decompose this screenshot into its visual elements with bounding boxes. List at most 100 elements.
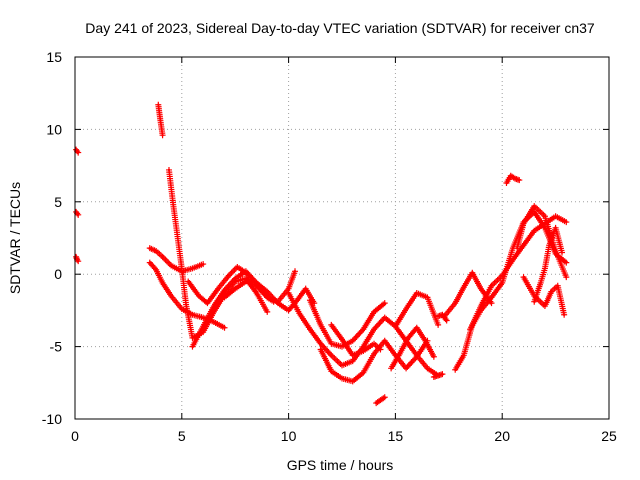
data-point: [212, 304, 216, 308]
data-point: [244, 280, 248, 283]
data-point: [295, 299, 299, 302]
data-point: [351, 354, 354, 357]
data-point: [533, 204, 536, 208]
x-axis-label: GPS time / hours: [287, 457, 394, 473]
plot-data: [73, 101, 570, 407]
data-point: [389, 367, 393, 370]
data-point: [522, 244, 525, 247]
data-point: [436, 314, 440, 318]
data-point: [340, 338, 344, 341]
data-point: [424, 339, 427, 343]
data-point: [351, 380, 354, 383]
data-point: [562, 313, 566, 316]
data-point: [454, 301, 457, 305]
data-point: [441, 372, 444, 376]
data-point: [223, 288, 226, 292]
data-point: [223, 296, 226, 299]
data-point: [180, 267, 183, 270]
data-point: [426, 367, 429, 370]
data-point: [169, 294, 173, 298]
data-point: [287, 309, 290, 312]
data-point: [161, 133, 164, 137]
data-point: [351, 359, 354, 363]
data-point: [212, 320, 216, 324]
data-point: [176, 235, 179, 238]
data-point: [255, 281, 258, 285]
data-point: [340, 377, 344, 380]
data-point: [184, 303, 188, 306]
data-point: [443, 314, 446, 318]
data-point: [383, 339, 386, 343]
data-point: [554, 226, 557, 230]
data-point: [490, 284, 493, 287]
series-segment-18: [430, 371, 446, 381]
y-tick-label: -10: [42, 411, 62, 427]
data-point: [407, 336, 410, 340]
data-point: [340, 364, 344, 367]
data-point: [372, 328, 376, 331]
series-trace: [441, 269, 495, 320]
data-point: [509, 174, 512, 177]
data-point: [543, 304, 547, 308]
data-point: [550, 290, 553, 293]
data-point: [554, 249, 557, 253]
data-point: [560, 251, 564, 254]
series-trace: [221, 278, 318, 314]
data-point: [148, 261, 151, 264]
data-point: [330, 342, 333, 345]
series-segment-2: [73, 208, 82, 218]
data-point: [169, 264, 173, 267]
data-point: [148, 246, 151, 250]
data-point: [236, 265, 239, 269]
data-point: [172, 203, 175, 206]
series-segment-4: [146, 245, 207, 275]
data-point: [471, 271, 474, 274]
data-point: [383, 316, 386, 319]
data-point: [191, 313, 194, 316]
data-point: [351, 339, 354, 343]
data-point: [432, 375, 436, 379]
series-segment-15: [373, 394, 388, 407]
data-point: [154, 268, 158, 272]
data-point: [436, 323, 440, 327]
x-tick-label: 20: [494, 428, 510, 444]
data-point: [383, 396, 386, 399]
data-point: [543, 226, 547, 230]
series-segment-12: [317, 337, 431, 385]
series-segment-23: [503, 172, 523, 186]
series-trace: [285, 290, 442, 379]
data-point: [319, 348, 322, 351]
data-point: [372, 310, 376, 314]
series-segment-25: [520, 274, 568, 318]
data-point: [445, 319, 448, 322]
data-point: [468, 328, 472, 331]
data-point: [490, 301, 493, 305]
data-point: [319, 323, 322, 327]
data-point: [398, 352, 401, 356]
plot-frame: [74, 56, 610, 420]
data-point: [379, 348, 382, 351]
series-segment-24: [514, 203, 570, 281]
data-point: [454, 368, 457, 371]
data-point: [223, 326, 226, 329]
data-point: [154, 249, 158, 253]
data-point: [415, 355, 418, 358]
y-axis-label: SDTVAR / TECUs: [7, 182, 23, 294]
data-point: [319, 342, 322, 345]
data-point: [157, 103, 160, 106]
data-point: [404, 307, 408, 311]
data-point: [191, 336, 194, 340]
data-point: [206, 301, 209, 305]
series-segment-10: [221, 278, 318, 314]
data-point: [362, 328, 365, 331]
y-tick-label: 0: [54, 266, 62, 282]
data-point: [287, 287, 290, 290]
data-point: [415, 291, 418, 295]
data-point: [201, 325, 205, 328]
data-point: [159, 119, 162, 122]
data-point: [187, 280, 190, 283]
data-point: [518, 178, 521, 182]
data-point: [180, 307, 183, 311]
x-tick-label: 5: [178, 428, 186, 444]
y-tick-label: -5: [50, 339, 63, 355]
